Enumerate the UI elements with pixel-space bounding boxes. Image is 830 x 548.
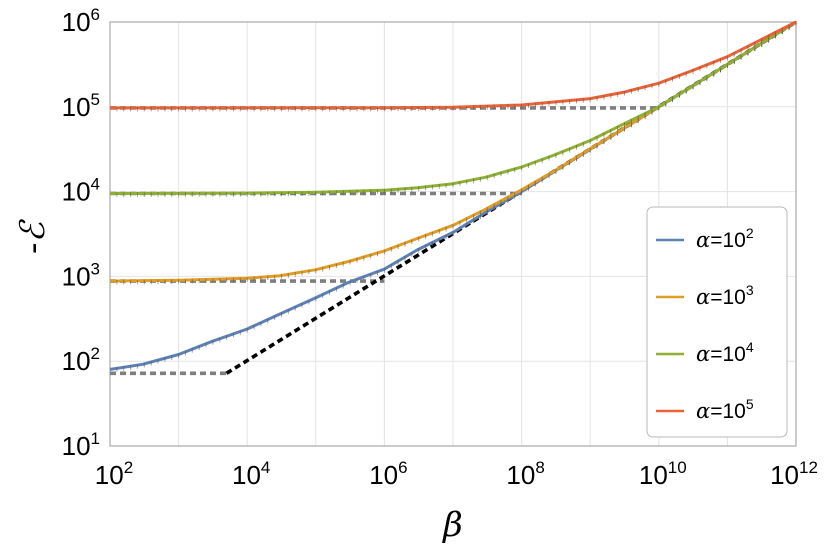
legend-entry-2: α=103 bbox=[656, 282, 754, 309]
series-error-ticks-3 bbox=[116, 21, 797, 197]
y-tick-labels: 101 102 103 104 105 106 bbox=[62, 5, 100, 461]
legend-label: α=104 bbox=[696, 339, 754, 366]
y-tick-label: 101 bbox=[62, 429, 100, 461]
legend-entry-1: α=102 bbox=[656, 225, 754, 252]
legend: α=102 α=103 α=104 α=105 bbox=[646, 206, 788, 438]
series-lines bbox=[109, 20, 797, 372]
y-tick-label: 104 bbox=[62, 175, 100, 207]
x-tick-label: 1012 bbox=[770, 458, 818, 490]
legend-label: α=102 bbox=[696, 225, 754, 252]
x-tick-label: 102 bbox=[95, 458, 133, 490]
y-axis-label: -ℰ bbox=[13, 219, 53, 254]
x-tick-label: 108 bbox=[506, 458, 544, 490]
series-4 bbox=[109, 20, 797, 112]
legend-box bbox=[646, 206, 788, 438]
y-tick-label: 102 bbox=[62, 344, 100, 376]
series-error-ticks-4 bbox=[116, 21, 797, 112]
y-tick-label: 105 bbox=[62, 90, 100, 122]
series-3 bbox=[109, 20, 797, 197]
legend-label: α=103 bbox=[696, 282, 754, 309]
y-tick-label: 103 bbox=[62, 259, 100, 291]
x-tick-label: 106 bbox=[369, 458, 407, 490]
x-axis-label: β bbox=[441, 505, 463, 545]
series-line-4 bbox=[109, 20, 797, 110]
x-tick-labels: 102 104 106 108 1010 1012 bbox=[95, 458, 818, 490]
x-tick-label: 104 bbox=[232, 458, 270, 490]
x-tick-label: 1010 bbox=[639, 458, 687, 490]
legend-label: α=105 bbox=[696, 396, 754, 423]
plot-frame bbox=[109, 21, 797, 447]
y-tick-label: 106 bbox=[62, 5, 100, 37]
legend-entry-3: α=104 bbox=[656, 339, 754, 366]
series-line-3 bbox=[109, 20, 797, 195]
legend-entry-4: α=105 bbox=[656, 396, 754, 423]
